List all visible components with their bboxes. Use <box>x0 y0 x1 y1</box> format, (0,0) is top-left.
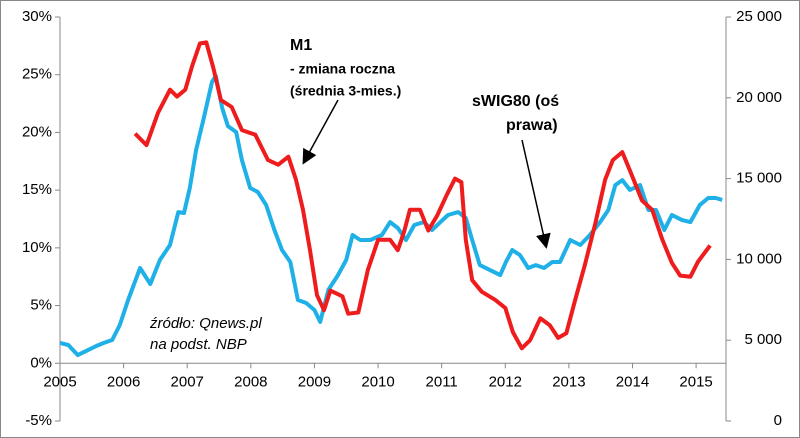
annotation: - zmiana roczna <box>290 61 395 77</box>
y-tick-label: 0% <box>30 354 52 371</box>
y2-tick-label: 15 000 <box>736 170 782 187</box>
x-tick-label: 2013 <box>552 373 585 390</box>
x-tick-label: 2015 <box>679 373 712 390</box>
y-tick-label: 20% <box>22 123 52 140</box>
y2-tick-label: 5 000 <box>744 331 782 348</box>
annotation: M1 <box>290 37 312 54</box>
x-tick-label: 2012 <box>489 373 522 390</box>
annotation: sWIG80 (oś <box>472 93 559 110</box>
source: źródło: Qnews.pl <box>149 315 262 332</box>
series-line <box>59 74 723 358</box>
y2-tick-label: 10 000 <box>736 250 782 267</box>
y-tick-label: 5% <box>30 297 52 314</box>
x-tick-label: 2011 <box>426 373 458 390</box>
y-tick-label: 15% <box>22 181 52 198</box>
x-tick-label: 2009 <box>298 373 331 390</box>
x-tick-label: 2014 <box>616 373 649 390</box>
y2-tick-label: 25 000 <box>736 8 782 25</box>
arrow <box>521 139 551 249</box>
y-tick-label: 30% <box>22 8 52 25</box>
source: na podst. NBP <box>150 336 247 353</box>
x-tick-label: 2008 <box>234 373 267 390</box>
y-tick-label: 10% <box>22 239 52 256</box>
plot-area: -5% 0% 5% 10% 15% 20% 25% 30% 0 5 000 10 000 15 000… <box>22 8 782 429</box>
annotation: prawa) <box>506 117 558 134</box>
x-tick-label: 2006 <box>107 373 140 390</box>
series-line <box>133 40 712 351</box>
y-tick-label: -5% <box>25 412 52 429</box>
y-tick-label: 25% <box>22 66 52 83</box>
arrow <box>302 99 339 165</box>
x-tick-label: 2005 <box>43 373 76 390</box>
y2-tick-label: 20 000 <box>736 89 782 106</box>
x-tick-label: 2007 <box>171 373 204 390</box>
annotation: (średnia 3-mies.) <box>290 83 401 99</box>
x-tick-label: 2010 <box>361 373 394 390</box>
y2-tick-label: 0 <box>774 412 782 429</box>
